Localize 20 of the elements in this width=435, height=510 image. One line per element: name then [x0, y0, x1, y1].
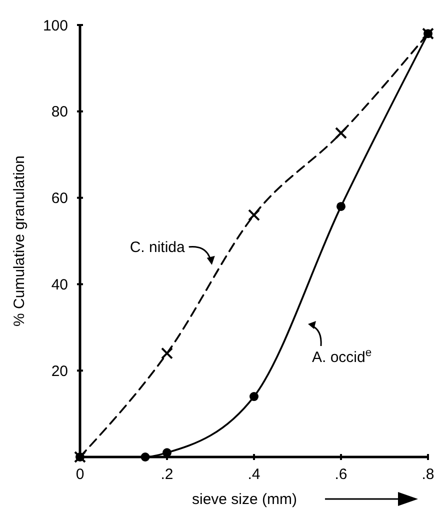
y-tick-label: 40 [51, 276, 68, 294]
y-tick-label: 20 [51, 362, 68, 380]
point [336, 202, 346, 211]
annotation: A. occid$^{e}$ [312, 347, 372, 366]
point [250, 392, 258, 402]
x-tick-label: .2 [160, 466, 174, 483]
x-tick-label: .6 [334, 466, 348, 483]
y-tick-label: 80 [51, 104, 68, 121]
point [248, 209, 260, 222]
point [335, 127, 347, 139]
x-tick-label: .8 [422, 466, 434, 483]
y-axis-title: % Cumulative granulation [11, 156, 28, 326]
annotation: C. nitida [130, 238, 186, 256]
x-axis-title: sieve size (mm) [192, 491, 298, 508]
y-tick-label: 60 [51, 190, 68, 208]
x-tick-label: .4 [248, 466, 260, 483]
y-tick-label: 100 [42, 17, 68, 34]
x-tick-label: 0 [76, 466, 84, 483]
point [161, 347, 173, 360]
point [140, 452, 150, 462]
